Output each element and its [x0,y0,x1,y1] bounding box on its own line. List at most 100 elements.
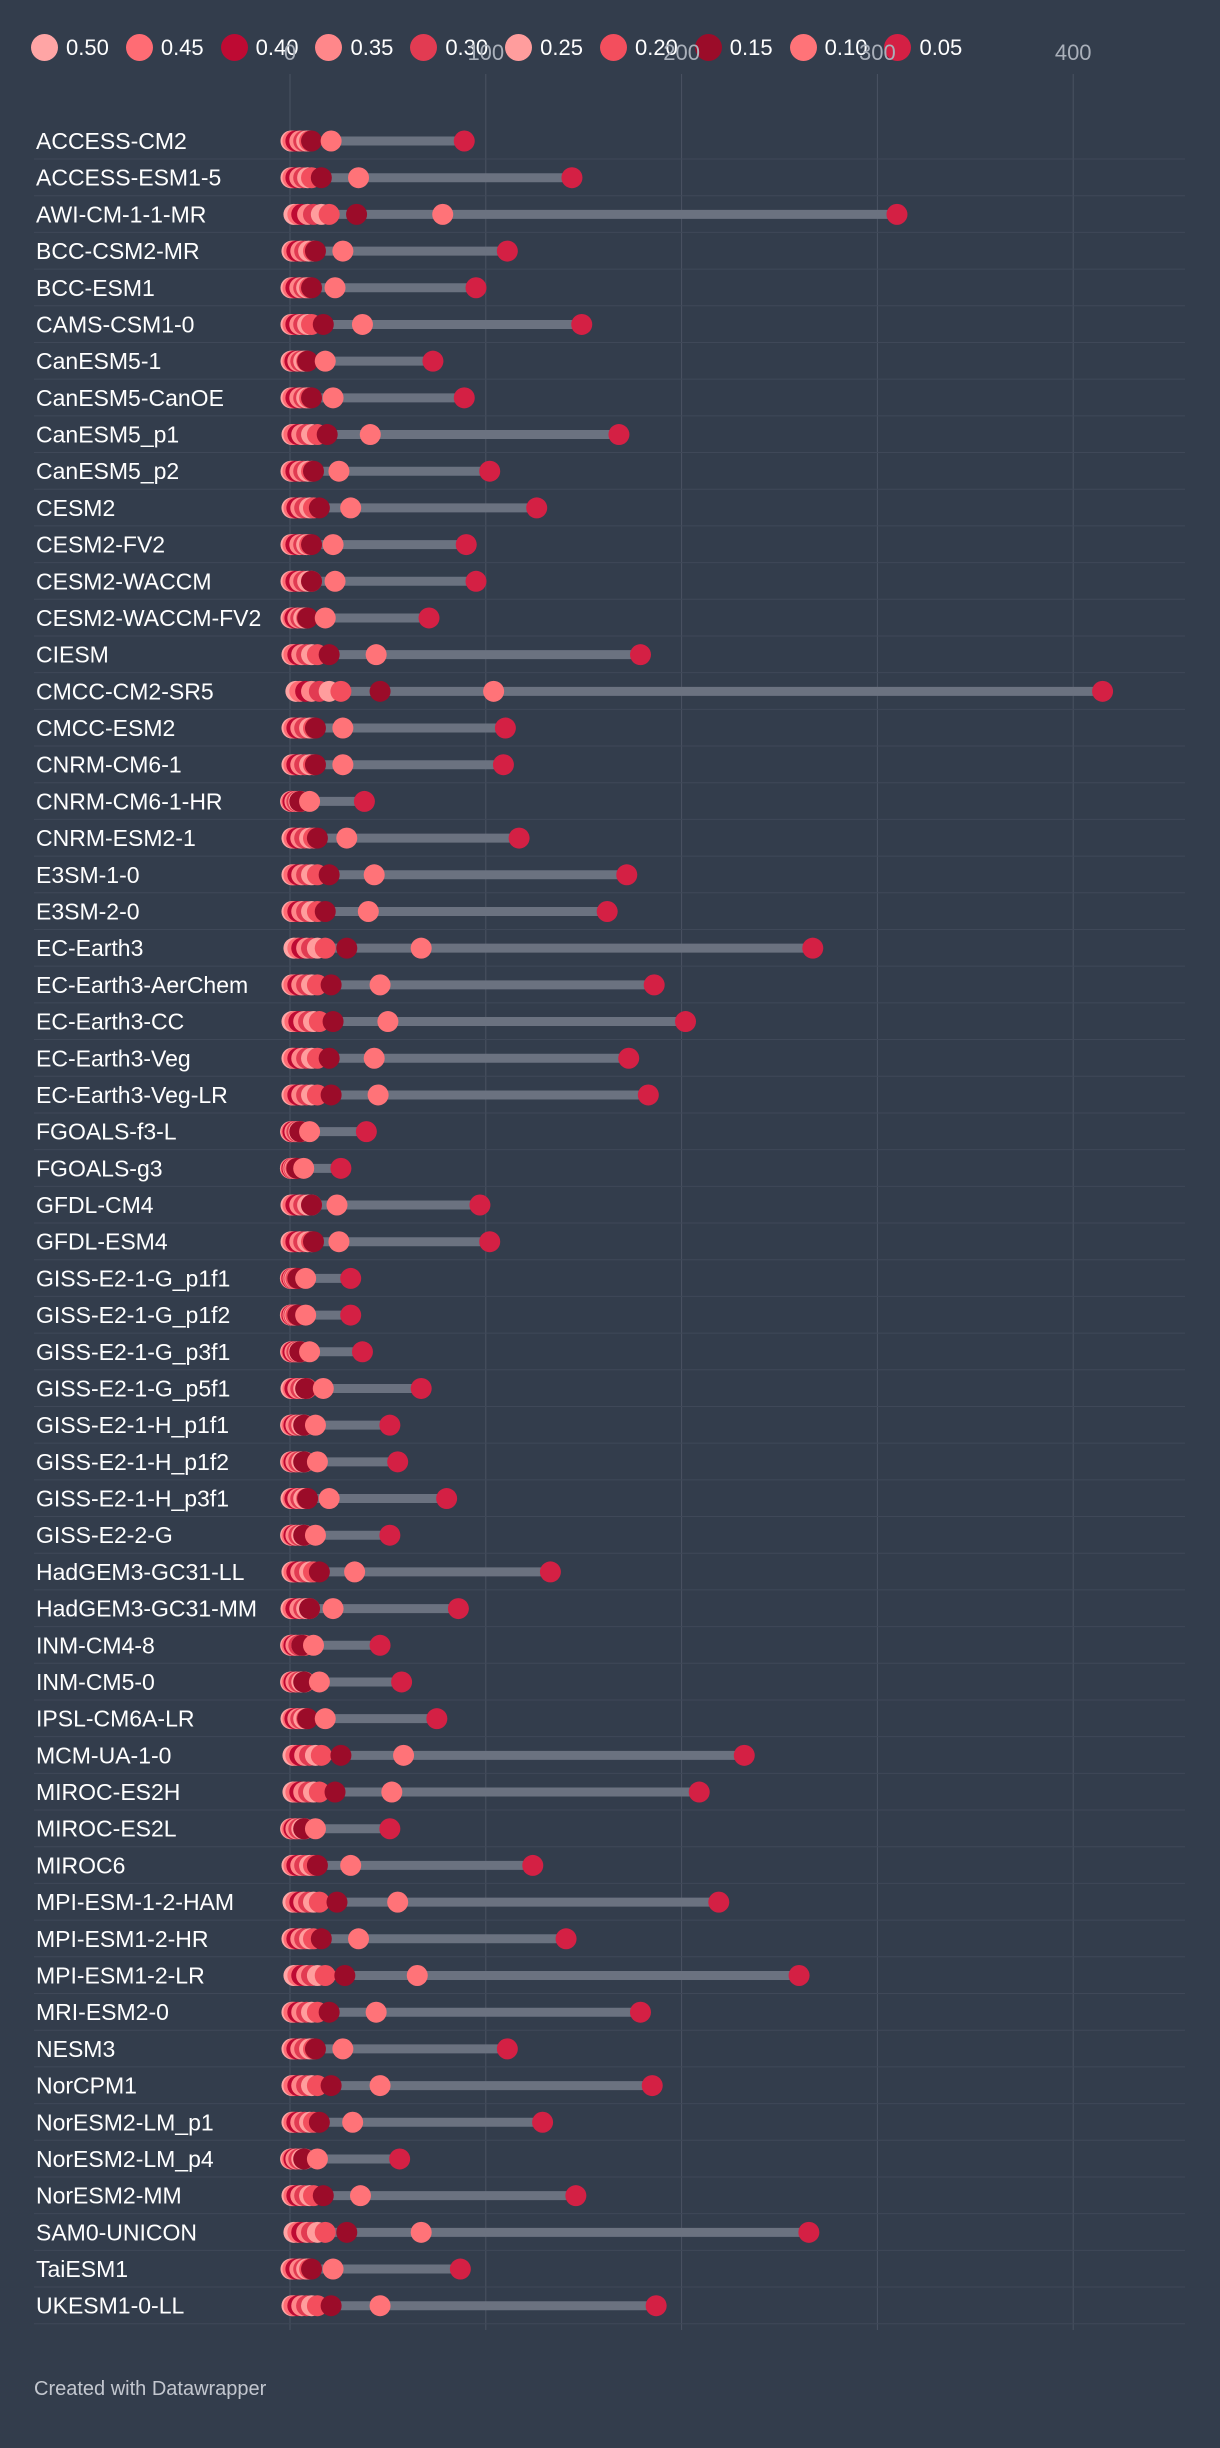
legend-swatch [694,34,722,61]
data-point [318,644,340,666]
data-point [308,497,330,519]
data-point [336,937,358,959]
model-label: CAMS-CSM1-0 [36,311,194,337]
model-label: INM-CM4-8 [36,1632,155,1658]
legend-label: 0.15 [729,34,773,60]
model-label: CanESM5_p1 [36,422,179,448]
legend-item: 0.05 [884,34,962,61]
model-label: MPI-ESM-1-2-HAM [36,1889,234,1915]
data-point [318,1488,340,1510]
data-point [608,424,630,446]
model-label: GISS-E2-1-G_p1f2 [36,1302,230,1328]
data-point [297,607,319,629]
data-point [304,1818,326,1840]
data-point [299,1598,321,1620]
legend-label: 0.40 [255,34,299,60]
data-point [565,2185,587,2207]
data-point [332,2038,354,2060]
legend-label: 0.10 [824,34,868,60]
model-label: GISS-E2-1-G_p1f1 [36,1265,230,1291]
data-point [465,570,487,592]
data-point [308,1561,330,1583]
data-point [299,790,321,812]
data-point [348,167,370,189]
legend-swatch [125,34,153,61]
data-point [532,2111,554,2133]
legend-label: 0.20 [634,34,678,60]
data-point [479,460,501,482]
data-point [340,1304,362,1326]
data-point [336,827,358,849]
legend-swatch [505,34,533,61]
data-point [496,240,518,262]
data-point [299,1121,321,1143]
data-point [483,680,505,702]
model-label: GFDL-ESM4 [36,1229,168,1255]
legend-item: 0.15 [694,34,773,61]
model-label: EC-Earth3-Veg [36,1045,191,1071]
data-point [367,1084,389,1106]
data-point [508,827,530,849]
data-point [297,1488,319,1510]
data-point [306,2148,328,2170]
data-point [389,2148,411,2170]
data-point [312,313,334,335]
data-point [304,1524,326,1546]
model-label: MIROC-ES2H [36,1779,180,1805]
legend-swatch [884,34,912,61]
legend: 0.50 0.45 0.40 0.35 0.30 0.25 0.20 0.15 0.10 0.05 [31,34,979,61]
model-label: CMCC-ESM2 [36,715,175,741]
model-label: EC-Earth3-AerChem [36,972,248,998]
data-point [688,1781,710,1803]
data-point [308,1781,330,1803]
legend-swatch [410,34,438,61]
data-point [596,900,618,922]
data-point [320,2075,342,2097]
data-point [629,2001,651,2023]
data-point [301,534,323,556]
data-point [618,1047,640,1069]
data-point [304,754,326,776]
data-point [418,607,440,629]
data-point [330,680,352,702]
data-point [377,1011,399,1033]
data-point [496,2038,518,2060]
data-point [355,1121,377,1143]
legend-item: 0.35 [315,34,393,61]
data-point [363,864,385,886]
model-label: HadGEM3-GC31-LL [36,1559,245,1585]
model-label: GISS-E2-1-H_p1f1 [36,1412,229,1438]
data-point [340,497,362,519]
data-point [387,1451,409,1473]
model-label: ACCESS-CM2 [36,128,187,154]
data-point [348,1928,370,1950]
data-point [306,827,328,849]
model-label: CNRM-ESM2-1 [36,825,196,851]
model-label: MIROC-ES2L [36,1816,177,1842]
model-label: CNRM-CM6-1 [36,752,182,778]
data-point [379,1524,401,1546]
data-point [332,754,354,776]
footer-credit: Created with Datawrapper [34,2378,267,2400]
model-label: NorESM2-MM [36,2183,182,2209]
data-point [643,974,665,996]
model-label: GFDL-CM4 [36,1192,154,1218]
data-point [299,1341,321,1363]
model-label: E3SM-1-0 [36,862,140,888]
data-point [798,2221,820,2243]
data-point [310,1928,332,1950]
data-point [365,644,387,666]
model-label: GISS-E2-1-G_p3f1 [36,1339,230,1365]
legend-label: 0.50 [66,34,109,60]
data-point [301,1194,323,1216]
model-label: MRI-ESM2-0 [36,1999,169,2025]
data-point [479,1231,501,1253]
data-point [340,1267,362,1289]
model-label: NESM3 [36,2036,115,2062]
model-label: MIROC6 [36,1852,125,1878]
data-point [314,1708,336,1730]
data-point [369,2075,391,2097]
data-point [406,1965,428,1986]
data-point [304,1414,326,1436]
